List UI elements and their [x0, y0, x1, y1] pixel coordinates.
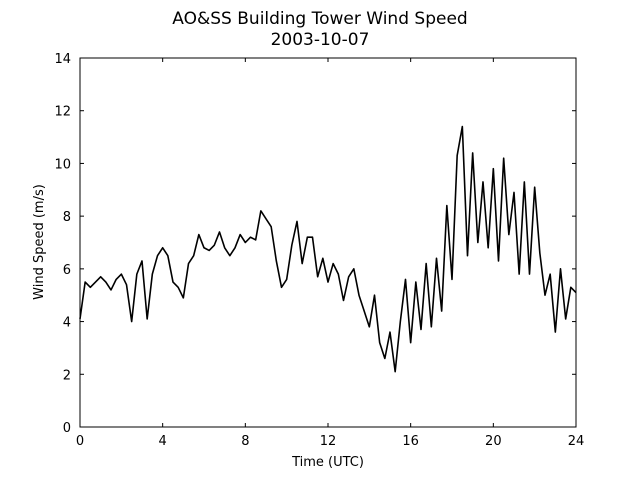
y-tick-label: 14	[54, 52, 71, 67]
y-tick-label: 6	[63, 263, 71, 278]
x-tick-label: 24	[568, 434, 585, 449]
x-axis-label: Time (UTC)	[291, 455, 364, 470]
y-tick-label: 10	[54, 157, 71, 172]
y-tick-label: 4	[63, 316, 71, 331]
data-line	[79, 125, 577, 373]
y-tick-label: 2	[63, 368, 71, 383]
x-tick-label: 12	[320, 434, 337, 449]
y-tick-label: 0	[63, 421, 71, 436]
plot-frame	[79, 57, 577, 428]
x-tick-label: 4	[159, 434, 167, 449]
x-tick-label: 8	[241, 434, 249, 449]
y-axis-label: Wind Speed (m/s)	[32, 184, 47, 300]
x-tick-label: 16	[402, 434, 419, 449]
y-tick-label: 8	[63, 210, 71, 225]
chart-title: AO&SS Building Tower Wind Speed	[172, 9, 467, 29]
x-tick-label: 20	[485, 434, 502, 449]
x-tick-label: 0	[76, 434, 84, 449]
chart-subtitle: 2003-10-07	[271, 30, 370, 50]
y-tick-label: 12	[54, 105, 71, 120]
